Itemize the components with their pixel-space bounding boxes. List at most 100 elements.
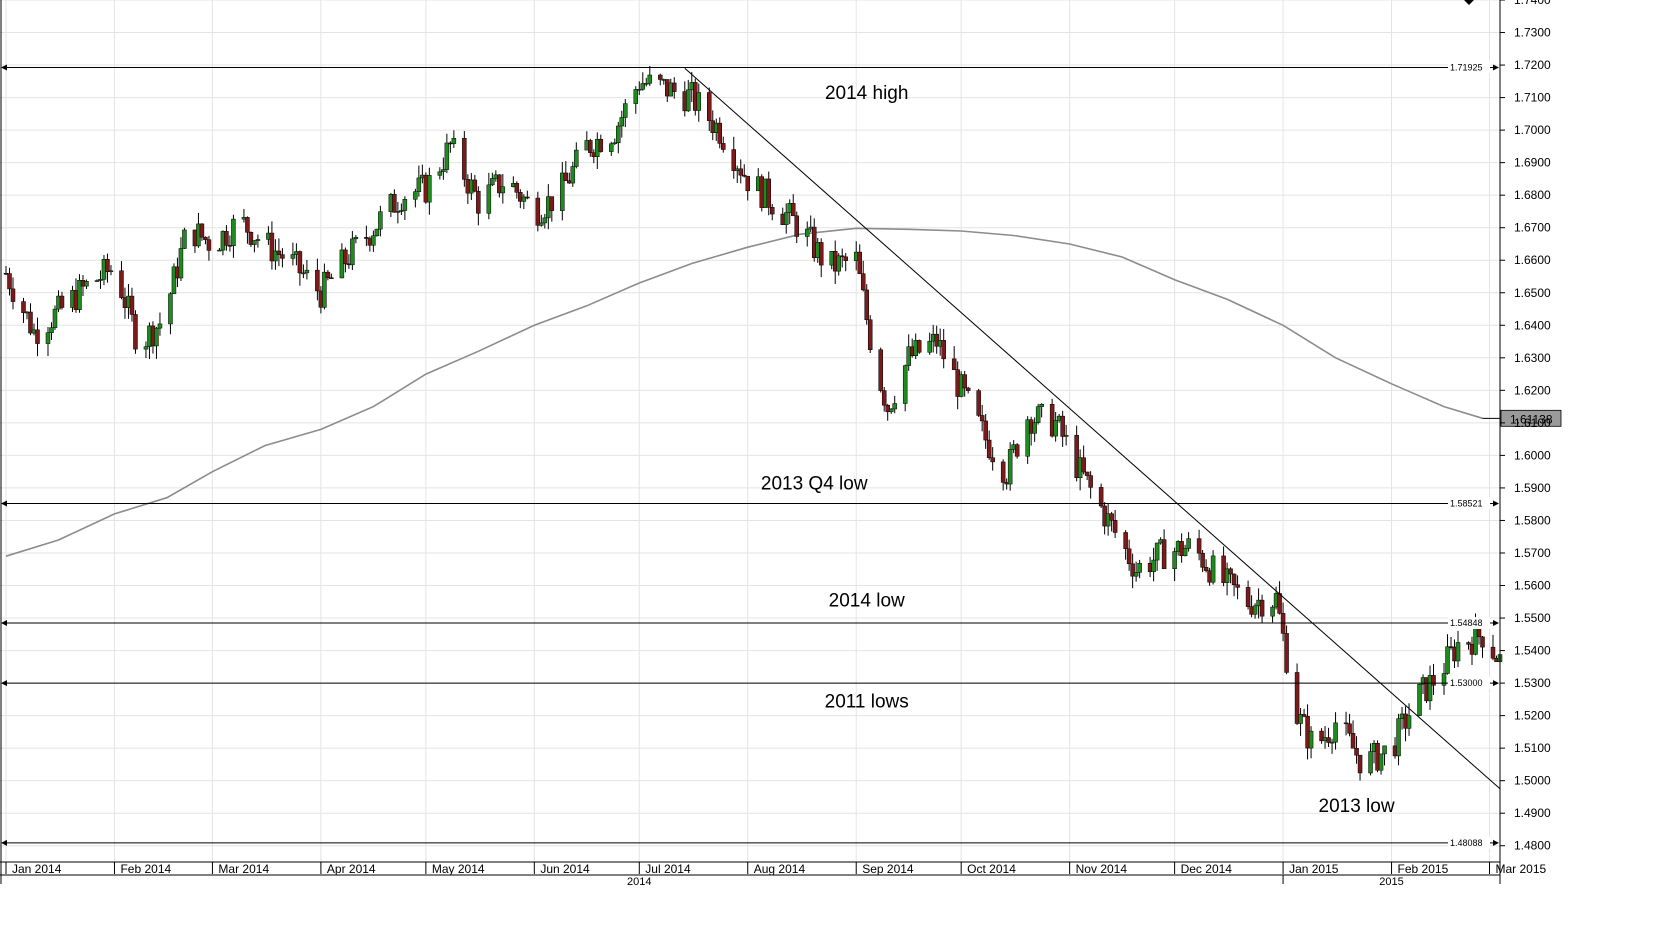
candle xyxy=(49,322,54,340)
candle-body xyxy=(1354,748,1359,756)
candle-body xyxy=(1126,548,1132,565)
annotation-label: 2013 low xyxy=(1319,796,1395,817)
candles-layer xyxy=(3,65,1503,781)
candle xyxy=(1326,727,1331,748)
level-label: 1.48088 xyxy=(1450,838,1483,848)
candle-body xyxy=(21,301,26,313)
y-tick-label: 1.4900 xyxy=(1514,806,1551,820)
candle-body xyxy=(864,289,869,321)
candle-body xyxy=(616,125,621,143)
candle-body xyxy=(217,249,222,252)
y-tick-label: 1.6600 xyxy=(1514,253,1551,267)
x-tick-label: Jan 2014 xyxy=(12,862,62,876)
candle xyxy=(640,72,646,91)
candle xyxy=(133,310,138,354)
candle xyxy=(1098,483,1104,509)
y-tick-label: 1.7000 xyxy=(1514,123,1551,137)
candle-body xyxy=(637,89,642,91)
candle xyxy=(1490,634,1496,661)
moving-average-price-box xyxy=(1500,409,1562,427)
candle xyxy=(178,237,184,281)
candle xyxy=(742,164,747,178)
candle xyxy=(10,277,16,310)
candle-body xyxy=(1098,487,1104,507)
candle xyxy=(794,211,799,244)
level-arrow-left-icon xyxy=(1,680,7,687)
candle-body xyxy=(325,271,331,278)
candle xyxy=(1060,410,1065,447)
moving-average-layer: 1.61138 xyxy=(5,227,1562,557)
candle-body xyxy=(962,374,967,389)
candle-body xyxy=(1203,567,1209,571)
candle xyxy=(119,261,124,300)
candle xyxy=(707,87,712,131)
candle xyxy=(962,370,967,397)
candle-body xyxy=(304,269,310,274)
candle-body xyxy=(1088,475,1093,488)
candle-body xyxy=(290,254,296,259)
candle xyxy=(105,253,110,283)
candle-body xyxy=(563,172,569,181)
candle xyxy=(35,317,40,357)
candle xyxy=(1025,416,1030,464)
candle-body xyxy=(1074,434,1079,479)
y-tick-label: 1.6500 xyxy=(1514,286,1551,300)
candle-body xyxy=(1333,722,1338,743)
candle-body xyxy=(1445,646,1450,674)
candle xyxy=(717,117,723,149)
candle xyxy=(769,204,775,221)
y-tick-label: 1.5300 xyxy=(1514,676,1551,690)
candle xyxy=(563,161,569,181)
candle-body xyxy=(427,175,432,203)
candle xyxy=(427,167,432,215)
candle xyxy=(542,213,548,229)
x-tick-label: Mar 2014 xyxy=(218,862,269,876)
candle xyxy=(1081,445,1086,475)
x-tick-label: Jul 2014 xyxy=(645,862,691,876)
candle-body xyxy=(1231,573,1237,585)
y-tick-label: 1.6200 xyxy=(1514,383,1551,397)
level-arrow-left-icon xyxy=(1,839,7,846)
candle xyxy=(77,274,82,313)
annotation-label: 2011 lows xyxy=(825,691,909,712)
candle-body xyxy=(168,293,173,325)
candle-body xyxy=(570,166,576,184)
candle xyxy=(836,253,841,276)
level-arrow-right-icon xyxy=(1493,500,1499,507)
y-tick-label: 1.6000 xyxy=(1514,448,1551,462)
candle-body xyxy=(1151,559,1156,573)
candle xyxy=(255,234,261,248)
candle-body xyxy=(766,178,771,208)
y-tick-label: 1.6700 xyxy=(1514,221,1551,235)
candle-body xyxy=(350,238,355,266)
candle xyxy=(588,138,593,157)
candle xyxy=(1000,459,1006,491)
candle xyxy=(965,386,971,394)
candle xyxy=(658,73,663,86)
candle xyxy=(129,287,135,322)
candle xyxy=(444,133,450,174)
candle-body xyxy=(269,232,275,262)
trendline xyxy=(684,67,1501,790)
candle xyxy=(916,339,922,354)
x-tick-label: May 2014 xyxy=(432,862,485,876)
candle-body xyxy=(647,74,653,84)
level-label-bg xyxy=(1448,61,1490,74)
candle xyxy=(402,196,408,221)
candle xyxy=(1270,605,1275,623)
candle xyxy=(1228,567,1233,584)
candle-body xyxy=(1252,605,1258,615)
candle xyxy=(1063,424,1069,446)
candle xyxy=(1252,603,1258,619)
candle-body xyxy=(976,390,981,416)
candle xyxy=(738,159,744,184)
x-tick-label: Apr 2014 xyxy=(327,862,376,876)
candle-body xyxy=(1396,718,1401,757)
x-tick-label: Aug 2014 xyxy=(754,862,806,876)
candle xyxy=(878,347,883,393)
candle-body xyxy=(413,191,418,200)
levels-layer: 1.71925 1.58521 1.54848 1.53000 1.48088 xyxy=(1,61,1499,849)
candle xyxy=(245,216,250,244)
candle xyxy=(539,214,544,227)
